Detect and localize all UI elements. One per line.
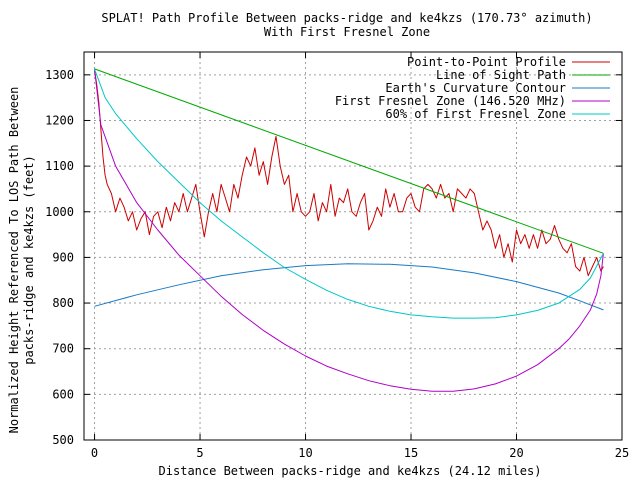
profile-line [94, 70, 604, 277]
y-tick-label: 1100 [45, 159, 74, 173]
chart-subtitle: With First Fresnel Zone [264, 25, 430, 39]
earth-curvature-line [94, 263, 604, 311]
legend-profile-label: Point-to-Point Profile [407, 55, 566, 69]
y-tick-label: 500 [52, 433, 74, 447]
tick-layer: 0 5 10 15 20 25 500 600 700 800 900 1000 1100 1200 130… [45, 52, 629, 460]
y-tick-label: 700 [52, 342, 74, 356]
chart-title: SPLAT! Path Profile Between packs-ridge … [101, 11, 592, 25]
y-axis-label-line-1: Normalized Height Referenced To LOS Path… [7, 87, 21, 434]
y-tick-label: 1000 [45, 205, 74, 219]
y-axis-label-line-2: packs-ridge and ke4kzs (feet) [22, 155, 36, 365]
x-tick-label: 25 [615, 446, 629, 460]
legend-line-of-sight-label: Line of Sight Path [436, 68, 566, 82]
x-axis-label: Distance Between packs-ridge and ke4kzs … [159, 464, 542, 478]
legend-fresnel-60-label: 60% of First Fresnel Zone [385, 107, 566, 121]
x-tick-label: 20 [509, 446, 523, 460]
y-tick-label: 900 [52, 250, 74, 264]
x-tick-label: 15 [404, 446, 418, 460]
legend-fresnel-zone-label: First Fresnel Zone (146.520 MHz) [335, 94, 566, 108]
x-tick-label: 10 [298, 446, 312, 460]
x-tick-label: 0 [91, 446, 98, 460]
y-tick-label: 1300 [45, 68, 74, 82]
fresnel-60-line [94, 68, 604, 319]
line-of-sight-line [94, 68, 604, 254]
fresnel-zone-line [94, 68, 604, 392]
y-tick-label: 1200 [45, 113, 74, 127]
x-tick-label: 5 [196, 446, 203, 460]
label-layer: SPLAT! Path Profile Between packs-ridge … [7, 11, 593, 478]
series-layer [94, 68, 604, 392]
y-tick-label: 800 [52, 296, 74, 310]
legend-earth-curvature-label: Earth's Curvature Contour [385, 81, 566, 95]
plot-frame [83, 51, 623, 441]
y-tick-label: 600 [52, 387, 74, 401]
